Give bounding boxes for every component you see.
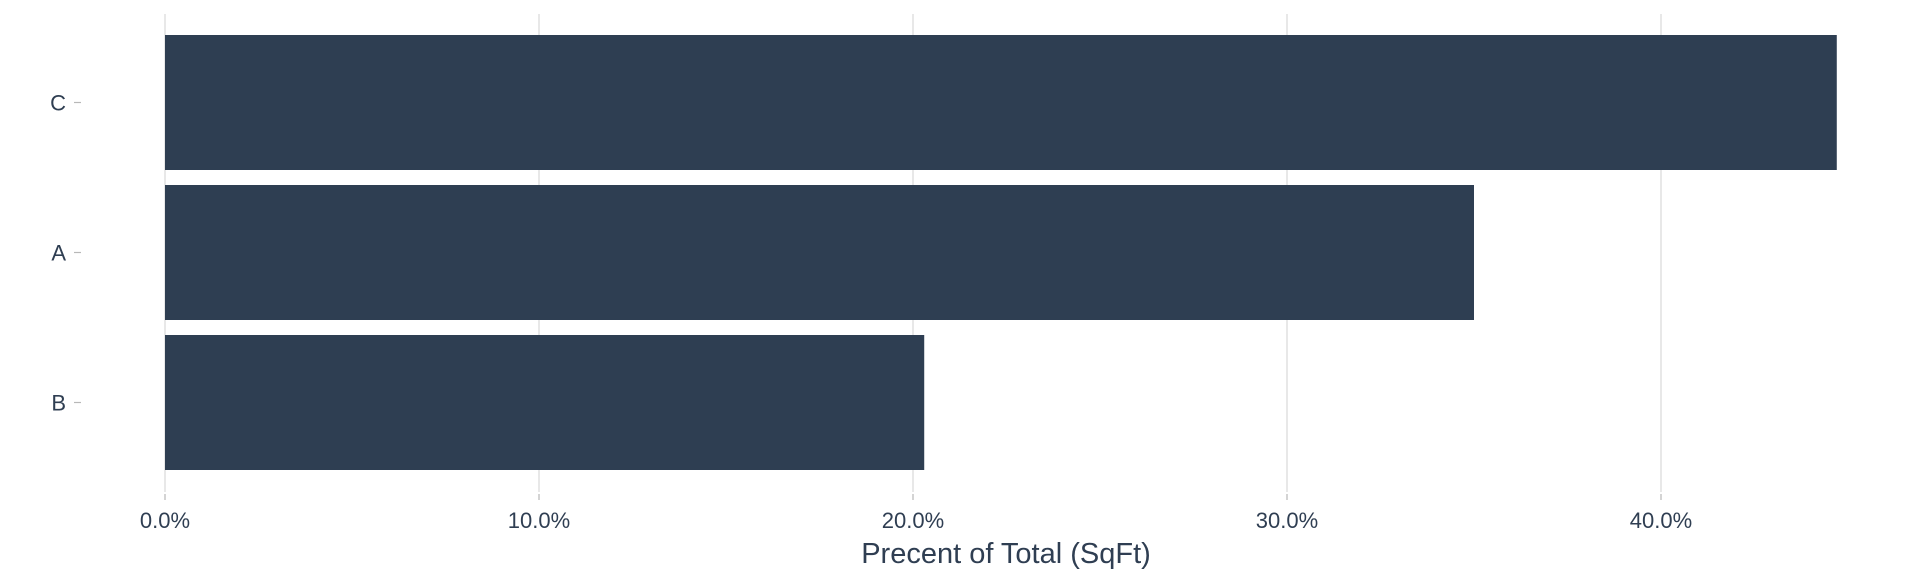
x-axis: 0.0% 10.0% 20.0% 30.0% 40.0%: [140, 494, 1692, 533]
y-tick-label-B: B: [51, 391, 66, 416]
bars: [165, 35, 1837, 470]
x-tick-label-1: 10.0%: [508, 508, 570, 533]
x-tick-label-3: 30.0%: [1256, 508, 1318, 533]
x-axis-title: Precent of Total (SqFt): [861, 538, 1151, 570]
x-tick-label-2: 20.0%: [882, 508, 944, 533]
bar-C: [165, 35, 1837, 170]
y-axis: C A B: [50, 91, 81, 416]
bar-B: [165, 335, 925, 470]
x-tick-label-4: 40.0%: [1630, 508, 1692, 533]
bar-A: [165, 185, 1474, 320]
y-tick-label-C: C: [50, 91, 66, 116]
y-tick-label-A: A: [51, 241, 66, 266]
x-tick-label-0: 0.0%: [140, 508, 190, 533]
